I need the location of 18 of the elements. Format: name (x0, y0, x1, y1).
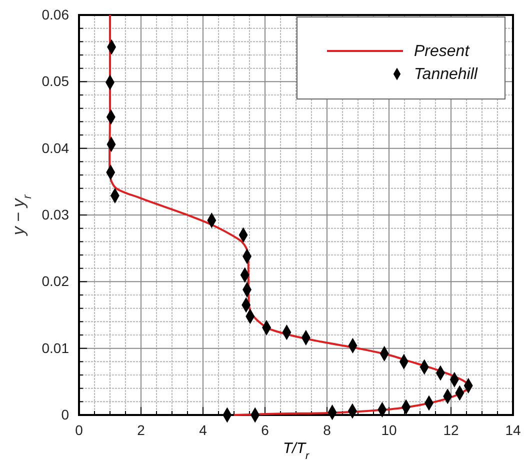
y-tick-label: 0.06 (42, 6, 70, 22)
y-tick-label: 0.02 (42, 273, 70, 290)
x-tick-label: 8 (323, 422, 332, 438)
x-tick-label: 0 (75, 422, 84, 438)
x-tick-label: 4 (199, 422, 208, 438)
x-tick-label: 2 (137, 422, 146, 438)
x-tick-label: 10 (381, 422, 397, 438)
x-tick-label: 12 (443, 422, 459, 438)
legend-label: Present (414, 43, 470, 60)
legend-label: Tannehill (414, 66, 478, 83)
x-axis-title: T/T$_{r}$ (283, 440, 310, 462)
y-tick-label: 0.03 (42, 206, 70, 222)
y-tick-label: 0.05 (42, 73, 70, 90)
y-tick-label: 0.01 (42, 340, 70, 356)
y-tick-label: 0.04 (42, 140, 70, 156)
y-tick-label: 0 (61, 406, 70, 422)
x-tick-label: 6 (261, 422, 270, 438)
x-tick-label: 14 (505, 422, 521, 438)
